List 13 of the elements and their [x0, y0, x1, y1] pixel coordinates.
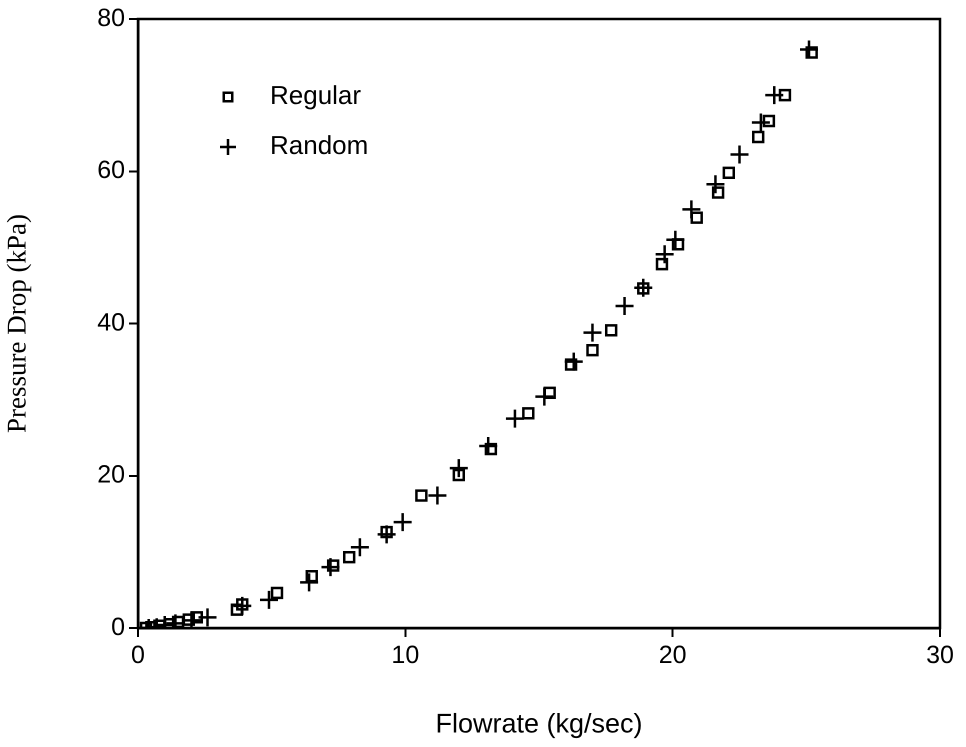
- legend-label: Regular: [270, 80, 362, 110]
- y-tick-label: 60: [97, 156, 125, 184]
- y-axis-title: Pressure Drop (kPa): [1, 214, 32, 433]
- x-tick-label: 30: [926, 640, 954, 669]
- x-tick-label: 0: [131, 640, 145, 669]
- y-tick-label: 0: [111, 612, 125, 641]
- y-tick-label: 20: [97, 460, 125, 489]
- y-tick-label: 80: [97, 4, 125, 32]
- x-tick-label: 10: [391, 640, 420, 669]
- x-axis-title: Flowrate (kg/sec): [435, 708, 643, 738]
- y-tick-label: 40: [97, 308, 125, 336]
- x-tick-label: 20: [658, 640, 687, 669]
- legend-label: Random: [270, 130, 368, 160]
